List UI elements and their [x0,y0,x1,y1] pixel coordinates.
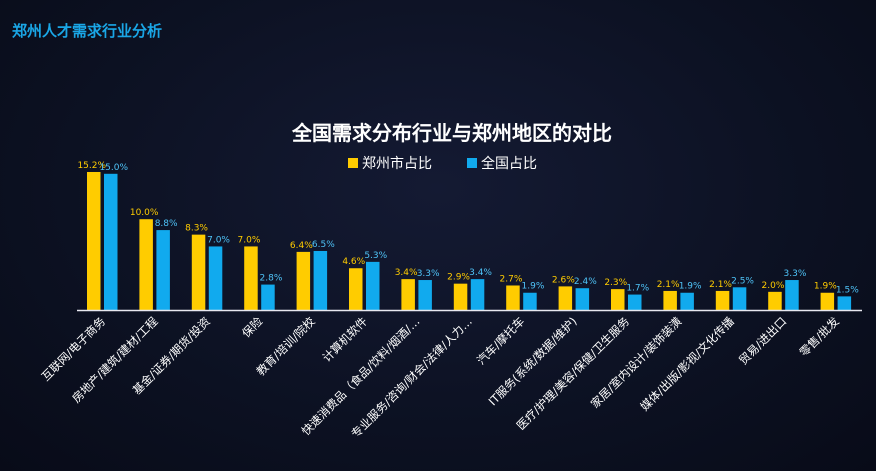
x-tick-label: IT服务(系统/数据/维护) [486,314,580,408]
legend-swatch-national [467,158,477,168]
data-label: 3.4% [395,268,418,278]
bar-zhengzhou [663,290,677,310]
data-label: 8.3% [185,224,208,234]
legend-label-national: 全国占比 [481,155,537,172]
data-label: 2.0% [762,281,785,291]
bar-zhengzhou [506,285,520,310]
data-label: 2.7% [500,274,523,284]
x-tick-label: 汽车/摩托车 [474,314,527,367]
x-tick-label: 零售/批发 [797,314,843,360]
data-label: 3.3% [417,269,440,279]
bar-zhengzhou [453,283,468,310]
legend-label-zhengzhou: 郑州市占比 [362,155,432,172]
data-label: 2.9% [447,273,470,283]
bar-national [366,261,380,310]
page-title: 郑州人才需求行业分析 [12,22,163,40]
data-label: 8.8% [155,219,178,229]
legend-swatch-zhengzhou [348,158,358,168]
bar-national [104,173,118,310]
bar-zhengzhou [139,219,153,310]
data-label: 2.4% [574,277,597,287]
x-tick-label: 计算机软件 [320,314,371,365]
x-tick-label: 家居/室内设计/装饰装潢 [588,314,685,411]
bar-national [313,250,328,310]
x-tick-label: 媒体/出版/影视/文化传播 [637,314,737,414]
data-label: 2.5% [731,276,754,286]
data-label: 2.8% [260,274,283,284]
bar-zhengzhou [296,251,311,310]
data-label: 10.0% [130,208,159,218]
bar-national [418,280,432,310]
bar-national [156,230,170,310]
legend: 郑州市占比 全国占比 [348,155,537,172]
bar-national [680,292,694,310]
data-label: 3.3% [784,269,807,279]
data-label: 7.0% [207,235,230,245]
x-tick-label: 房地产/建筑/建材/工程 [69,314,161,406]
bar-zhengzhou [349,268,363,310]
data-label: 2.6% [552,275,575,285]
data-label: 1.9% [679,282,702,292]
chart-title: 全国需求分布行业与郑州地区的对比 [291,121,612,145]
data-label: 1.9% [814,282,837,292]
bar-national [785,280,799,310]
data-label: 4.6% [342,257,365,267]
data-label: 1.5% [836,285,859,295]
bar-national [575,288,590,310]
data-label: 7.0% [238,235,261,245]
bar-zhengzhou [820,292,835,310]
data-label: 1.7% [626,284,649,294]
data-label: 2.1% [709,280,732,290]
bar-zhengzhou [558,286,573,310]
bar-national [261,284,275,310]
data-label: 6.4% [290,241,313,251]
bar-zhengzhou [768,291,782,310]
bar-zhengzhou [191,234,206,310]
data-label: 5.3% [364,251,387,261]
bar-zhengzhou [401,279,415,310]
x-tick-label: 保险 [239,314,266,341]
bar-zhengzhou [715,290,730,310]
bar-zhengzhou [244,246,258,310]
data-label: 15.2% [77,161,106,171]
data-label: 1.9% [522,282,545,292]
bar-national [470,279,485,310]
data-label: 3.4% [469,268,492,278]
bar-national [732,287,747,310]
x-tick-label: 贸易/进出口 [736,314,789,367]
bar-national [628,294,642,310]
bar-zhengzhou [611,289,625,310]
data-label: 2.3% [604,278,627,288]
bar-national [523,292,537,310]
data-label: 2.1% [657,280,680,290]
data-label: 6.5% [312,240,335,250]
data-label: 15.0% [99,163,128,173]
bar-zhengzhou [87,171,101,310]
bar-national [837,296,852,310]
bar-national [208,246,223,310]
